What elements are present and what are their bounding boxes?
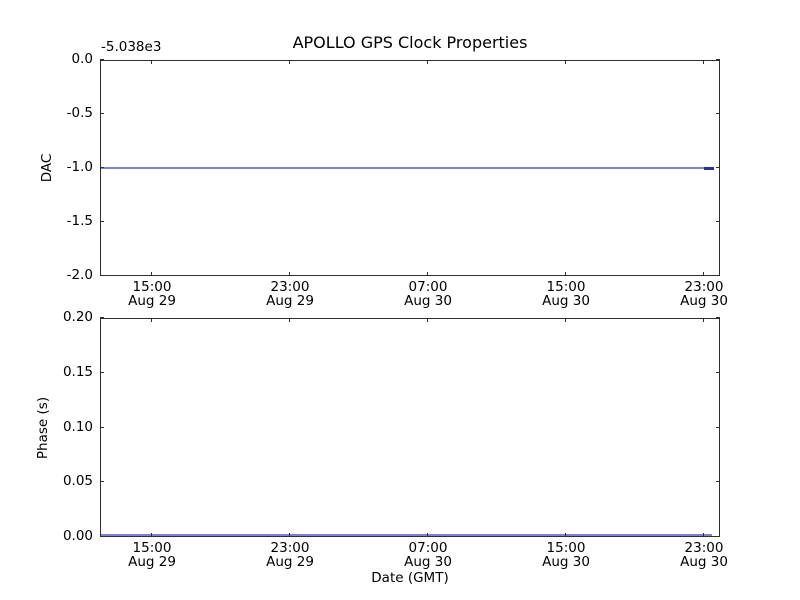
x-tick-label: 23:00 Aug 30 (656, 541, 752, 569)
x-tick-label: 15:00 Aug 30 (518, 541, 614, 569)
y-tick-mark (716, 317, 720, 318)
x-tick-mark (151, 272, 152, 276)
data-line (100, 167, 712, 169)
data-line-end-cluster (704, 167, 714, 170)
y-tick-label: 0.10 (62, 419, 93, 435)
x-tick-time: 15:00 (132, 279, 172, 295)
data-line (100, 534, 712, 536)
x-tick-time: 23:00 (270, 540, 310, 556)
x-tick-label: 15:00 Aug 29 (104, 280, 200, 308)
plot-spines (100, 318, 720, 537)
y-tick-mark (100, 372, 104, 373)
y-tick-mark (716, 221, 720, 222)
x-tick-mark (151, 60, 152, 64)
x-tick-date: Aug 30 (542, 293, 590, 309)
x-tick-time: 07:00 (408, 279, 448, 295)
x-tick-mark (289, 318, 290, 322)
x-tick-label: 23:00 Aug 29 (242, 541, 338, 569)
y-tick-label: 0.05 (62, 473, 93, 489)
phase-plot-area (100, 317, 720, 537)
y-tick-mark (716, 372, 720, 373)
chart-title: APOLLO GPS Clock Properties (292, 33, 528, 52)
x-tick-time: 07:00 (408, 540, 448, 556)
x-tick-date: Aug 30 (404, 554, 452, 570)
x-axis-label: Date (GMT) (371, 570, 449, 586)
x-tick-mark (427, 272, 428, 276)
x-tick-time: 15:00 (132, 540, 172, 556)
y-tick-mark (100, 481, 104, 482)
x-tick-mark (703, 60, 704, 64)
x-tick-mark (289, 533, 290, 537)
x-tick-mark (427, 533, 428, 537)
y-tick-label: -2.0 (66, 267, 93, 283)
y-tick-label: -1.0 (66, 159, 93, 175)
x-tick-mark (427, 60, 428, 64)
x-tick-date: Aug 30 (542, 554, 590, 570)
y-tick-label: -1.5 (66, 213, 93, 229)
y-tick-mark (716, 59, 720, 60)
x-tick-label: 23:00 Aug 30 (656, 280, 752, 308)
x-tick-time: 23:00 (684, 279, 724, 295)
x-tick-label: 23:00 Aug 29 (242, 280, 338, 308)
x-tick-mark (703, 533, 704, 537)
y-tick-mark (716, 113, 720, 114)
y-tick-mark (716, 427, 720, 428)
x-tick-time: 23:00 (684, 540, 724, 556)
x-tick-time: 15:00 (546, 279, 586, 295)
x-tick-date: Aug 30 (404, 293, 452, 309)
x-tick-mark (427, 318, 428, 322)
x-tick-label: 15:00 Aug 30 (518, 280, 614, 308)
x-tick-mark (703, 318, 704, 322)
x-tick-date: Aug 29 (266, 293, 314, 309)
y-tick-mark (100, 59, 104, 60)
y-tick-mark (716, 536, 720, 537)
x-tick-mark (565, 533, 566, 537)
x-tick-mark (703, 272, 704, 276)
x-tick-mark (151, 318, 152, 322)
y-tick-mark (100, 427, 104, 428)
y-tick-label: 0.15 (62, 364, 93, 380)
x-tick-date: Aug 30 (680, 293, 728, 309)
y-tick-mark (100, 317, 104, 318)
x-tick-label: 07:00 Aug 30 (380, 280, 476, 308)
x-tick-mark (289, 272, 290, 276)
y-tick-mark (100, 536, 104, 537)
x-tick-mark (151, 533, 152, 537)
x-tick-mark (565, 272, 566, 276)
dac-plot-area (100, 59, 720, 276)
y-tick-mark (716, 167, 720, 168)
y-tick-mark (716, 275, 720, 276)
y-tick-mark (716, 481, 720, 482)
x-tick-time: 15:00 (546, 540, 586, 556)
y-tick-label: 0.20 (62, 309, 93, 325)
y-tick-mark (100, 275, 104, 276)
x-tick-mark (289, 60, 290, 64)
x-tick-date: Aug 29 (128, 293, 176, 309)
y-tick-label: -0.5 (66, 105, 93, 121)
y-tick-mark (100, 221, 104, 222)
x-tick-date: Aug 29 (266, 554, 314, 570)
y-axis-offset-label: -5.038e3 (101, 39, 162, 55)
y-tick-label: 0.00 (62, 528, 93, 544)
x-tick-label: 07:00 Aug 30 (380, 541, 476, 569)
x-tick-mark (565, 60, 566, 64)
x-tick-time: 23:00 (270, 279, 310, 295)
y-tick-mark (100, 113, 104, 114)
x-tick-mark (565, 318, 566, 322)
y-tick-mark (100, 167, 104, 168)
x-tick-date: Aug 30 (680, 554, 728, 570)
x-tick-label: 15:00 Aug 29 (104, 541, 200, 569)
x-tick-date: Aug 29 (128, 554, 176, 570)
y-tick-label: 0.0 (71, 51, 93, 67)
